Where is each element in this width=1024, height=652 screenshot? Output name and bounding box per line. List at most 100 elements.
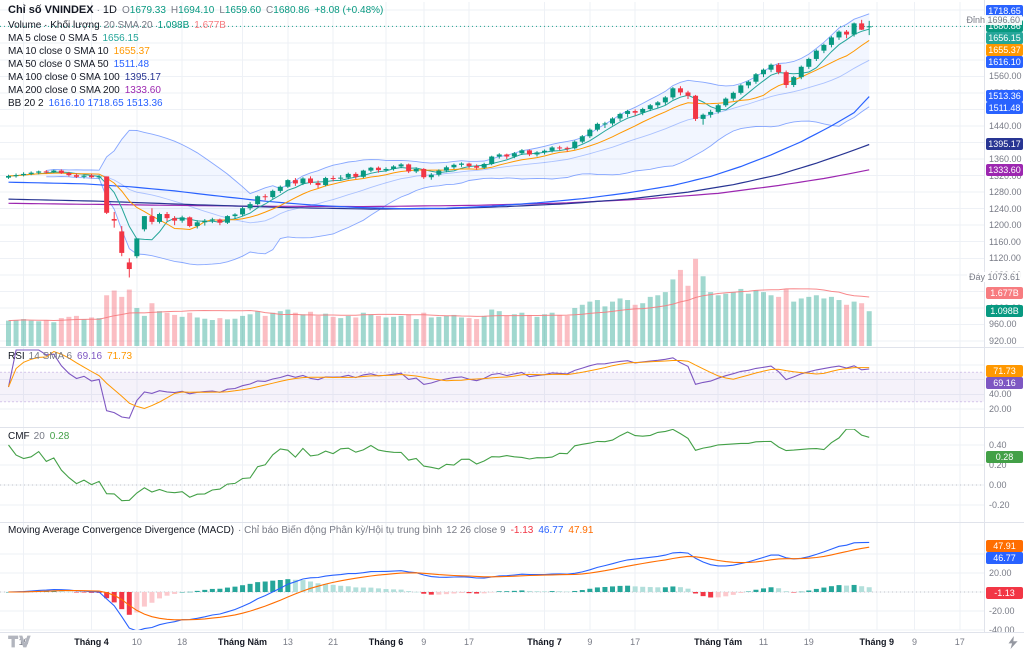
legend-row[interactable]: MA 100 close 0 SMA 100 1395.17 (8, 71, 383, 84)
rsi-params: 14 SMA 6 (28, 351, 73, 362)
candle-series[interactable] (6, 19, 872, 278)
indicator-title: BB 20 2 (8, 98, 44, 109)
timeframe[interactable]: 1D (102, 4, 117, 16)
indicator-value: 1395.17 (124, 72, 161, 83)
macd-histogram[interactable] (6, 579, 872, 615)
axis-badge: 1333.60 (986, 163, 1023, 176)
tradingview-logo[interactable] (6, 634, 32, 652)
axis-badge: 1.677B (986, 286, 1023, 299)
legend-rsi[interactable]: RSI 14 SMA 6 69.16 71.73 (8, 350, 132, 363)
macd-line[interactable] (8, 541, 870, 631)
indicator-title: MA 100 close 0 SMA 100 (8, 72, 120, 83)
time-axis-label: 9 (587, 637, 593, 647)
time-axis-label: Tháng Tám (694, 637, 743, 647)
indicator-value: 1333.60 (124, 85, 161, 96)
axis-tick-label: -40.00 (989, 625, 1015, 635)
time-axis-label: 21 (328, 637, 339, 647)
change-value: +8.08 (+0.48%) (314, 5, 384, 16)
indicator-value: 1616.10 1718.65 1513.36 (48, 98, 163, 109)
time-axis[interactable]: 19 Tháng 4 10 18 Tháng Năm 13 21 Tháng 6 9 17 Thán… (0, 632, 1024, 652)
time-axis-label: 18 (177, 637, 188, 647)
time-axis-label: 9 (911, 637, 917, 647)
symbol-row: Chỉ số VNINDEX · 1D O1679.33 H1694.10 L1659.6… (8, 4, 383, 19)
macd-value: 46.77 (538, 525, 564, 536)
axis-badge: 71.73 (986, 364, 1023, 377)
ma-200-line[interactable] (8, 169, 870, 208)
macd-signal-line[interactable] (8, 546, 870, 621)
bollinger-band[interactable] (46, 13, 870, 266)
volume-ma-line[interactable] (8, 288, 870, 322)
ohlc-value: 1679.33 (129, 5, 166, 16)
legend-row-volume[interactable]: Volume · Khối lượng 20 SMA 20 1.098B 1.677B (8, 19, 383, 32)
time-axis-label: Tháng Năm (218, 637, 268, 647)
volume-series[interactable] (6, 258, 872, 346)
legend-cmf[interactable]: CMF 20 0.28 (8, 430, 69, 443)
axis-badge: 0.28 (986, 451, 1023, 463)
time-axis-label: Tháng 6 (368, 637, 404, 647)
legend-macd[interactable]: Moving Average Convergence Divergence (M… (8, 524, 593, 537)
axis-tick-label: 960.00 (989, 319, 1017, 330)
time-axis-label: Tháng 9 (859, 637, 894, 647)
time-axis-label: Tháng 7 (527, 637, 562, 647)
axis-badge: 1656.15 (986, 32, 1023, 45)
indicator-value: 1656.15 (102, 33, 139, 44)
legend-row[interactable]: MA 10 close 0 SMA 10 1655.37 (8, 45, 383, 58)
axis-tick-label: 0.40 (989, 440, 1007, 450)
cmf-line[interactable] (8, 429, 870, 502)
legend-ma-rows: MA 5 close 0 SMA 5 1656.15 MA 10 close 0 S… (8, 32, 383, 110)
macd-values: -1.13 46.77 47.91 (506, 525, 594, 536)
axis-tick-label: -0.20 (989, 500, 1010, 510)
axis-badge: 1718.65 (986, 4, 1023, 17)
cmf-title: CMF (8, 431, 30, 442)
indicator-value: 1655.37 (113, 46, 150, 57)
volume-values: 1.098B 1.677B (153, 20, 226, 31)
cmf-params: 20 (33, 431, 45, 442)
axis-tick-label: 1200.00 (989, 220, 1022, 231)
axis-badge: 1.098B (986, 305, 1023, 318)
lightning-icon[interactable] (1007, 636, 1018, 652)
rsi-values: 69.16 71.73 (72, 351, 132, 362)
rsi-line[interactable] (7, 349, 870, 419)
legend-main: Chỉ số VNINDEX · 1D O1679.33 H1694.10 L1659.6… (8, 4, 383, 110)
axis-badge: 1655.37 (986, 44, 1023, 57)
rsi-title: RSI (8, 351, 25, 362)
macd-params: 12 26 close 9 (446, 525, 506, 536)
axis-tick-label: 0.20 (989, 460, 1007, 470)
axis-badge: 1395.17 (986, 138, 1023, 151)
time-axis-label: Tháng 4 (74, 637, 109, 647)
macd-title: Moving Average Convergence Divergence (M… (8, 525, 235, 536)
volume-params: 20 SMA 20 (103, 20, 153, 31)
pane-separator-rsi-cmf[interactable] (0, 427, 1024, 428)
macd-value: 47.91 (568, 525, 594, 536)
legend-row[interactable]: BB 20 2 1616.10 1718.65 1513.36 (8, 97, 383, 110)
axis-tick-label: 1440.00 (989, 120, 1022, 131)
ma-50-line[interactable] (8, 96, 870, 210)
pane-separator-price-rsi[interactable] (0, 347, 1024, 348)
axis-badge: 1616.10 (986, 56, 1023, 69)
axis-badge: 1511.48 (986, 101, 1023, 114)
axis-tick-label: 0.00 (989, 480, 1007, 490)
indicator-title: MA 10 close 0 SMA 10 (8, 46, 109, 57)
axis-badge: 47.91 (986, 540, 1023, 553)
price-axis[interactable]: 1600.001560.001520.001480.001440.001400.… (984, 0, 1024, 635)
macd-subtitle: · Chỉ báo Biến động Phân kỳ/Hội tụ trung… (238, 525, 443, 536)
ohlc-label: H (170, 5, 179, 16)
axis-badge: 69.16 (986, 376, 1023, 389)
macd-value: -1.13 (510, 525, 534, 536)
legend-row[interactable]: MA 200 close 0 SMA 200 1333.60 (8, 84, 383, 97)
ohlc-values: O1679.33 H1694.10 L1659.60 C1680.86 (117, 5, 309, 16)
rsi-sma-line[interactable] (8, 350, 870, 410)
axis-badge: 1513.36 (986, 89, 1023, 102)
symbol-name[interactable]: Chỉ số VNINDEX (8, 4, 94, 16)
legend-row[interactable]: MA 50 close 0 SMA 50 1511.48 (8, 58, 383, 71)
ohlc-label: O (121, 5, 130, 16)
separator-dot: · (96, 5, 100, 16)
axis-tick-label: 40.00 (989, 389, 1012, 400)
axis-tick-label: 1160.00 (989, 236, 1021, 247)
indicator-title: MA 50 close 0 SMA 50 (8, 59, 109, 70)
price-marker: Đỉnh 1696.60 (964, 14, 1022, 25)
volume-title: Volume · Khối lượng (8, 20, 100, 31)
legend-row[interactable]: MA 5 close 0 SMA 5 1656.15 (8, 32, 383, 45)
chart-canvas[interactable] (0, 0, 984, 632)
pane-separator-cmf-macd[interactable] (0, 522, 1024, 523)
